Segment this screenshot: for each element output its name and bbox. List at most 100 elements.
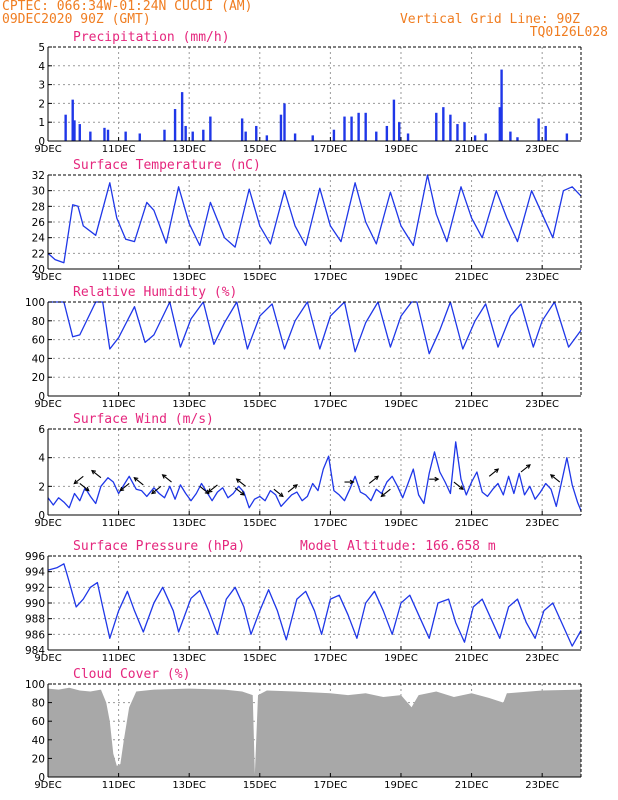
precip-bar (283, 103, 286, 141)
precip-bar (163, 129, 166, 141)
precip-bar (364, 112, 367, 141)
cloud-title: Cloud Cover (%) (73, 667, 190, 682)
rh-ytick-label: 80 (32, 316, 45, 328)
precip-bar (89, 131, 92, 141)
temp-xtick-label: 23DEC (525, 272, 559, 283)
wind-arrow (151, 485, 162, 494)
precip-bar (392, 99, 396, 141)
precip-bar (463, 122, 466, 141)
rh-ytick-label: 60 (32, 335, 45, 347)
precip-bar (202, 129, 205, 141)
precip-xtick-label: 17DEC (314, 144, 348, 155)
precip-bar (106, 129, 110, 141)
cloud-xtick-label: 9DEC (34, 780, 61, 791)
precip-bar (103, 127, 106, 141)
cloud-xtick-label: 17DEC (314, 780, 348, 791)
cloud-ytick-label: 80 (32, 698, 45, 710)
precip-xtick-label: 9DEC (34, 144, 61, 155)
precip-bar (244, 131, 247, 141)
precip-bar (64, 114, 67, 141)
wind-arrow (488, 468, 499, 477)
temp-ytick-label: 28 (32, 201, 45, 213)
grid-note-label: Vertical Grid Line: 90Z (399, 12, 580, 27)
wind-arrow (381, 488, 391, 497)
precip-bar (350, 116, 353, 141)
wind-arrow (73, 475, 84, 484)
precip-bar (435, 112, 438, 141)
wind-arrowhead (151, 489, 156, 495)
rh-xtick-label: 19DEC (384, 399, 418, 410)
temp-xtick-label: 13DEC (172, 272, 206, 283)
wind-arrowhead (91, 469, 96, 475)
precip-bar (343, 116, 346, 141)
precip-bar (311, 135, 314, 141)
precip-title: Precipitation (mm/h) (73, 30, 230, 45)
precip-bar (173, 109, 177, 141)
cloud-xtick-label: 19DEC (384, 780, 418, 791)
temp-ytick-label: 24 (32, 233, 46, 245)
cloud-xtick-label: 11DEC (102, 780, 136, 791)
wind-series-line (47, 441, 582, 511)
rh-xtick-label: 9DEC (34, 399, 61, 410)
precip-bar (456, 124, 459, 141)
precip-bar (124, 131, 127, 141)
precip-bar (332, 129, 336, 141)
temp-ytick-label: 22 (32, 248, 45, 260)
wind-arrowhead (525, 464, 531, 469)
precip-bar (449, 114, 452, 141)
pressure-xtick-label: 15DEC (243, 653, 277, 664)
precip-bar (385, 125, 389, 141)
rh-ytick-label: 0 (38, 391, 45, 403)
precip-xtick-label: 23DEC (525, 144, 559, 155)
wind-arrow (273, 488, 284, 497)
precip-bar (180, 92, 184, 141)
precip-bar (71, 99, 74, 141)
pressure-xtick-label: 13DEC (172, 653, 206, 664)
wind-title: Surface Wind (m/s) (73, 412, 214, 427)
precip-bar (565, 133, 569, 141)
temp-ytick-label: 20 (32, 264, 45, 276)
wind-panel (47, 428, 582, 516)
precip-bar (544, 125, 547, 141)
precip-bar (375, 131, 378, 141)
wind-arrow (162, 474, 172, 483)
wind-arrowhead (161, 474, 167, 479)
wind-arrow (368, 475, 379, 484)
rh-ytick-label: 20 (32, 372, 45, 384)
temp-xtick-label: 19DEC (384, 272, 418, 283)
precip-ytick-label: 3 (38, 80, 45, 92)
wind-ytick-label: 6 (38, 424, 45, 436)
wind-xtick-label: 9DEC (34, 518, 61, 529)
precip-bar (537, 118, 540, 141)
precip-bar (255, 125, 258, 141)
rh-xtick-label: 23DEC (525, 399, 559, 410)
pressure-xtick-label: 21DEC (455, 653, 489, 664)
wind-arrow (550, 474, 561, 483)
cloud-ytick-label: 40 (32, 735, 45, 747)
rh-ytick-label: 100 (25, 297, 45, 309)
temp-title: Surface Temperature (nC) (73, 158, 261, 173)
wind-arrowhead (458, 485, 464, 490)
pressure-xtick-label: 23DEC (525, 653, 559, 664)
wind-arrowhead (73, 479, 79, 485)
cloud-panel (47, 683, 582, 778)
temp-xtick-label: 15DEC (243, 272, 277, 283)
precip-bar (500, 69, 503, 141)
temp-xtick-label: 11DEC (102, 272, 136, 283)
precip-bar (184, 125, 187, 141)
wind-arrow (199, 485, 210, 494)
wind-arrow (520, 464, 531, 473)
precip-bar (406, 133, 410, 141)
pressure-ytick-label: 994 (25, 567, 45, 579)
cloud-ytick-label: 60 (32, 716, 45, 728)
cloud-ytick-label: 100 (25, 679, 45, 691)
wind-xtick-label: 13DEC (172, 518, 206, 529)
wind-arrow (91, 470, 102, 479)
wind-xtick-label: 21DEC (455, 518, 489, 529)
pressure-series-line (47, 563, 582, 647)
pressure-extra-label: Model Altitude: 166.658 m (300, 539, 496, 554)
wind-arrowhead (292, 484, 298, 489)
wind-arrowhead (204, 489, 210, 495)
wind-arrow (119, 483, 130, 492)
rh-title: Relative Humidity (%) (73, 285, 237, 300)
